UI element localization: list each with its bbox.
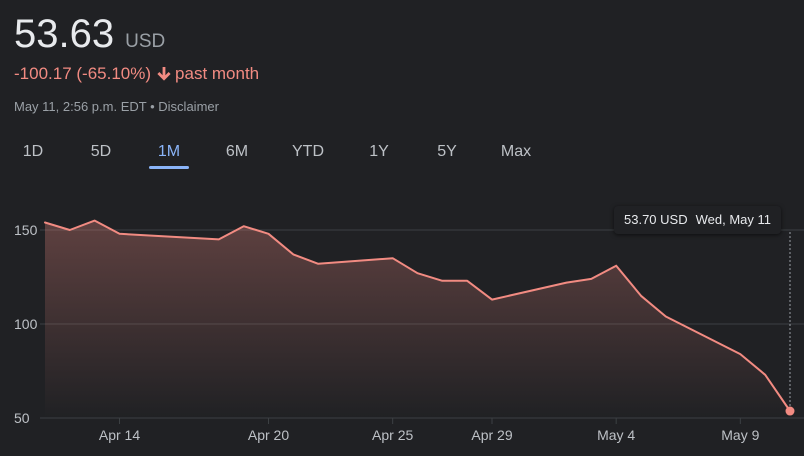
range-tabs: 1D 5D 1M 6M YTD 1Y 5Y Max [0,136,560,172]
arrow-down-icon [157,66,171,82]
price-change: -100.17 (-65.10%) past month [14,63,259,85]
tab-max[interactable]: Max [500,143,532,160]
price-chart[interactable]: 150 100 50 Apr 14 Apr 20 Apr 25 Apr 29 May 4 Ma… [0,180,804,456]
xtick-label: Apr 20 [248,427,289,443]
tab-1y[interactable]: 1Y [369,143,389,160]
xtick-label: Apr 25 [372,427,413,443]
xtick-label: Apr 29 [471,427,512,443]
tab-6m[interactable]: 6M [225,143,249,160]
currency-label: USD [125,31,166,52]
quote-timestamp: May 11, 2:56 p.m. EDT [14,99,147,114]
price-line [44,219,791,412]
tooltip-date: Wed, May 11 [695,212,771,227]
active-tab-indicator [149,166,189,169]
quote-meta: May 11, 2:56 p.m. EDT • Disclaimer [14,99,219,115]
change-value: -100.17 (-65.10%) [14,64,152,83]
ytick-label: 150 [14,222,38,238]
change-period: past month [175,64,260,83]
hover-point [785,406,795,416]
disclaimer-link[interactable]: Disclaimer [158,99,219,114]
xtick-label: May 4 [597,427,635,443]
price-header: 53.63 USD [14,10,165,58]
tooltip-value: 53.70 USD [624,212,688,227]
ytick-label: 100 [14,316,38,332]
tab-1d[interactable]: 1D [22,143,44,160]
meta-separator: • [150,99,155,114]
tab-5d[interactable]: 5D [90,143,112,160]
xtick-label: Apr 14 [99,427,140,443]
xtick-label: May 9 [721,427,759,443]
tab-5y[interactable]: 5Y [437,143,457,160]
ytick-label: 50 [14,410,30,426]
current-price: 53.63 [14,12,115,56]
tab-1m[interactable]: 1M [157,143,181,160]
price-area-fill [45,220,790,418]
tab-ytd[interactable]: YTD [292,143,324,160]
hover-tooltip: 53.70 USD Wed, May 11 [614,206,781,234]
